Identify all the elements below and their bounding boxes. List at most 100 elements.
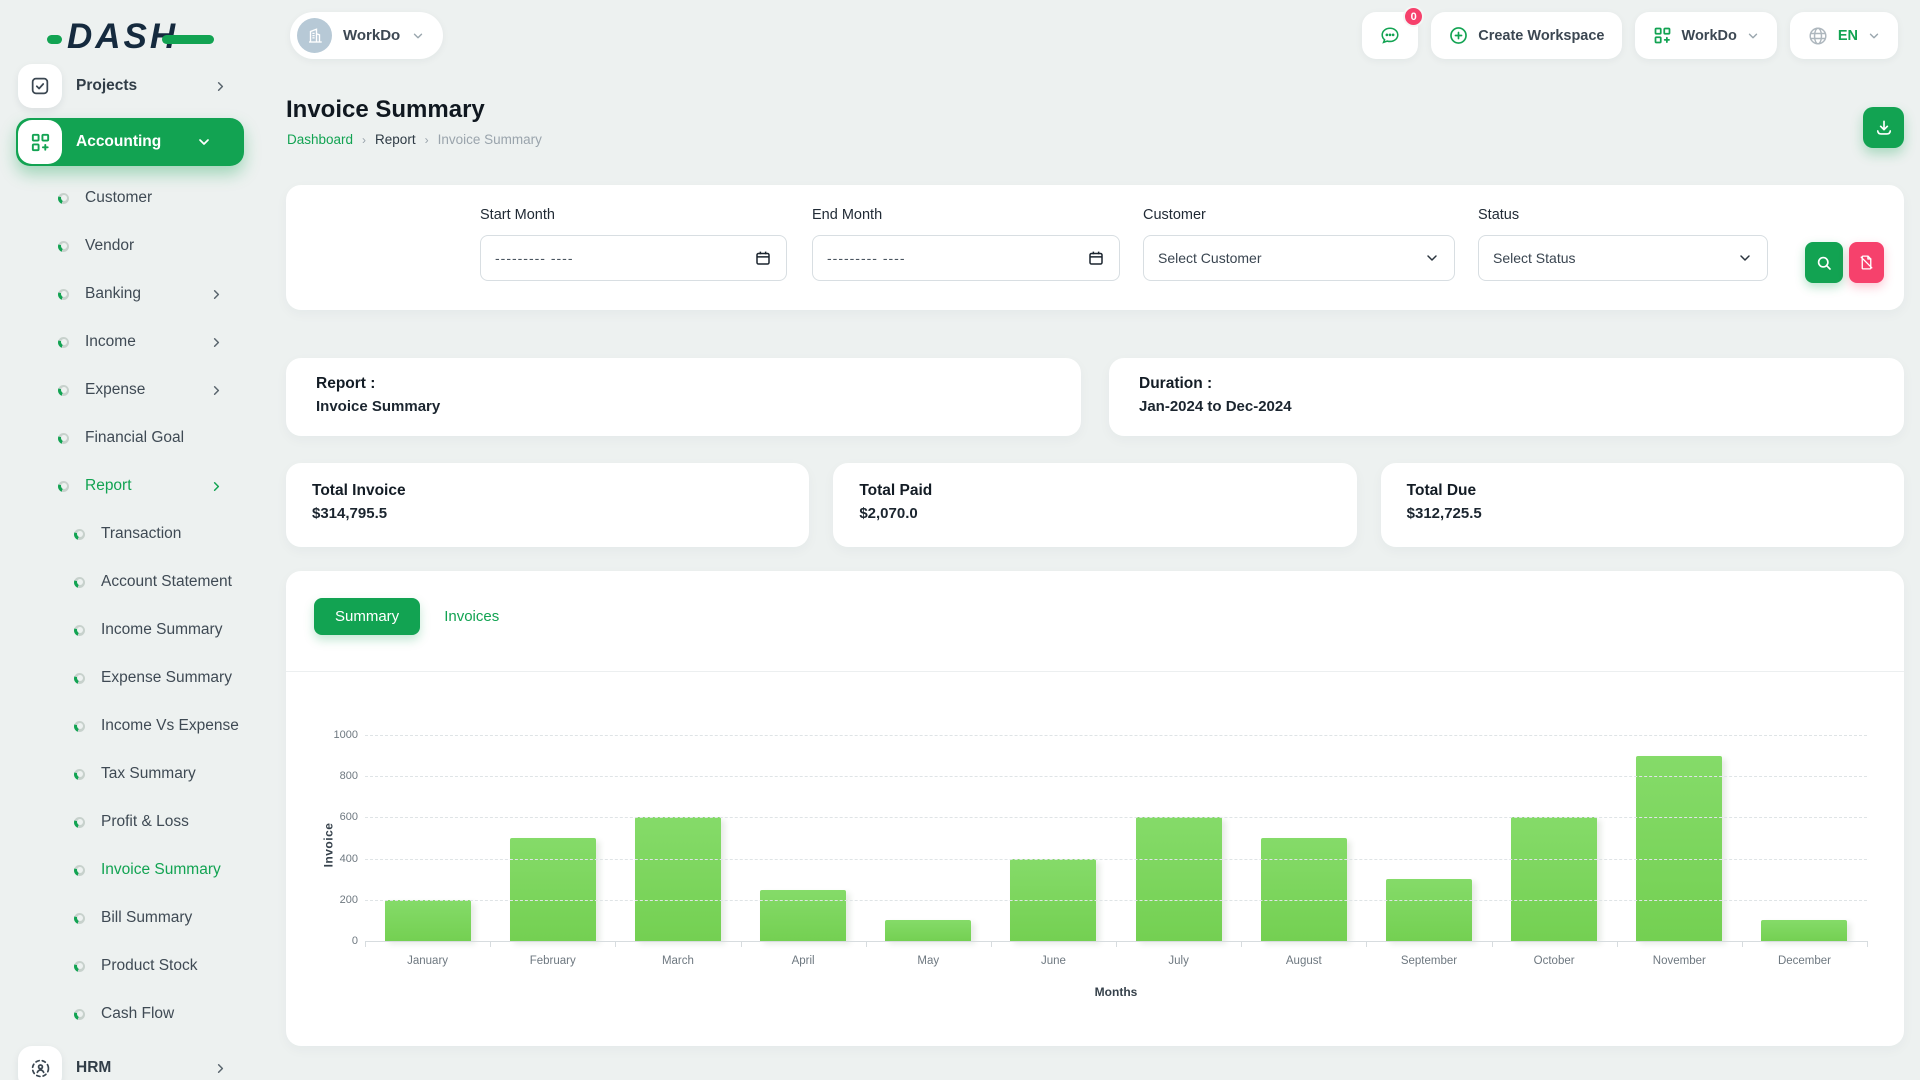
sidebar-item-label: Account Statement [101,573,232,591]
workspace-switcher[interactable]: WorkDo [290,12,443,59]
sidebar-item-label: HRM [76,1059,111,1077]
language-switcher[interactable]: EN [1790,12,1898,59]
bullet-ring-icon [74,577,85,588]
tab-summary[interactable]: Summary [314,598,420,635]
bullet-ring-icon [58,241,69,252]
chevron-down-icon [1424,250,1440,266]
chart-tabs: Summary Invoices [286,571,1904,672]
bar-july[interactable] [1136,817,1222,941]
bullet-ring-icon [58,193,69,204]
chart-x-tick [490,941,491,947]
total-card-value: $2,070.0 [859,505,1330,522]
chart-column-april [741,735,866,941]
filter-card: Start Month --------- ---- End Month ---… [286,185,1904,310]
sidebar-item-report[interactable]: Report [0,462,258,510]
total-card-total-invoice: Total Invoice$314,795.5 [286,463,809,547]
sidebar-item-transaction[interactable]: Transaction [0,510,258,558]
sidebar-item-accounting[interactable]: Accounting [16,118,244,166]
chat-button[interactable]: 0 [1362,12,1418,59]
chart-x-label-august: August [1241,955,1366,967]
customer-select[interactable]: Select Customer [1143,235,1455,281]
reset-filter-button[interactable] [1849,242,1884,283]
bar-december[interactable] [1761,920,1847,941]
sidebar-item-account-statement[interactable]: Account Statement [0,558,258,606]
bullet-ring-icon [74,721,85,732]
sidebar-item-expense[interactable]: Expense [0,366,258,414]
workspace-name: WorkDo [343,27,400,44]
sidebar-item-bill-summary[interactable]: Bill Summary [0,894,258,942]
chart-column-august [1241,735,1366,941]
bar-april[interactable] [760,890,846,942]
tab-invoices[interactable]: Invoices [444,598,499,635]
status-select[interactable]: Select Status [1478,235,1768,281]
plus-circle-icon [1448,25,1469,46]
breadcrumb-report-link[interactable]: Report [375,132,416,147]
file-off-icon [1858,254,1875,271]
hrm-icon [29,1057,52,1080]
building-icon [306,27,324,45]
logo-dash-accent [47,35,62,44]
sidebar-item-projects[interactable]: Projects [16,62,244,110]
main-content: Invoice Summary Dashboard › Report › Inv… [286,72,1904,1080]
bar-january[interactable] [385,900,471,941]
bullet-ring-icon [58,385,69,396]
bar-february[interactable] [510,838,596,941]
sidebar-item-hrm[interactable]: HRM [16,1044,244,1080]
bar-may[interactable] [885,920,971,941]
chart-x-label-july: July [1116,955,1241,967]
sidebar-item-income-vs-expense[interactable]: Income Vs Expense [0,702,258,750]
sidebar-item-tax-summary[interactable]: Tax Summary [0,750,258,798]
chart-gridline [365,817,1867,818]
report-card-value: Invoice Summary [316,398,1051,415]
status-label: Status [1478,207,1768,223]
bar-september[interactable] [1386,879,1472,941]
sidebar-item-label: Transaction [101,525,181,543]
chevron-right-icon [213,1061,228,1076]
sidebar-item-profit-loss[interactable]: Profit & Loss [0,798,258,846]
sidebar-item-cash-flow[interactable]: Cash Flow [0,990,258,1038]
sidebar-item-expense-summary[interactable]: Expense Summary [0,654,258,702]
logo-bar-accent [162,35,214,44]
chart-x-tick [991,941,992,947]
apply-filter-button[interactable] [1805,242,1843,283]
bullet-ring-icon [74,865,85,876]
sidebar-item-financial-goal[interactable]: Financial Goal [0,414,258,462]
chart-plot-area [365,735,1867,941]
breadcrumb-dashboard-link[interactable]: Dashboard [287,132,353,147]
chart-x-label-may: May [866,955,991,967]
totals-row: Total Invoice$314,795.5Total Paid$2,070.… [286,463,1904,547]
end-month-placeholder: --------- ---- [827,250,906,266]
bullet-ring-icon [74,1009,85,1020]
start-month-input[interactable]: --------- ---- [480,235,787,281]
sidebar-nav: ProjectsAccountingCustomerVendorBankingI… [0,60,258,1080]
report-card-title: Report : [316,375,1051,393]
sidebar-item-label: Income Vs Expense [101,717,239,735]
sidebar-item-income[interactable]: Income [0,318,258,366]
sidebar-item-income-summary[interactable]: Income Summary [0,606,258,654]
calendar-icon [1087,249,1105,267]
bar-august[interactable] [1261,838,1347,941]
sidebar-item-label: Profit & Loss [101,813,189,831]
create-workspace-button[interactable]: Create Workspace [1431,12,1621,59]
invoice-chart: Invoice JanuaryFebruaryMarchAprilMayJune… [286,672,1904,1045]
sidebar-item-label: Expense Summary [101,669,232,687]
sidebar-item-product-stock[interactable]: Product Stock [0,942,258,990]
bar-october[interactable] [1511,817,1597,941]
sidebar-item-vendor[interactable]: Vendor [0,222,258,270]
sidebar-item-label: Expense [85,381,145,399]
chart-x-label-october: October [1492,955,1617,967]
chevron-down-icon [1737,250,1753,266]
sidebar-item-invoice-summary[interactable]: Invoice Summary [0,846,258,894]
bar-march[interactable] [635,817,721,941]
chart-x-label-april: April [741,955,866,967]
account-menu-button[interactable]: WorkDo [1635,12,1777,59]
download-report-button[interactable] [1863,107,1904,148]
sidebar-item-banking[interactable]: Banking [0,270,258,318]
chevron-right-icon [209,479,224,494]
start-month-label: Start Month [480,207,787,223]
chat-bubble-icon [1379,23,1401,48]
sidebar-item-customer[interactable]: Customer [0,174,258,222]
chevron-right-icon [213,79,228,94]
end-month-input[interactable]: --------- ---- [812,235,1120,281]
bar-november[interactable] [1636,756,1722,941]
